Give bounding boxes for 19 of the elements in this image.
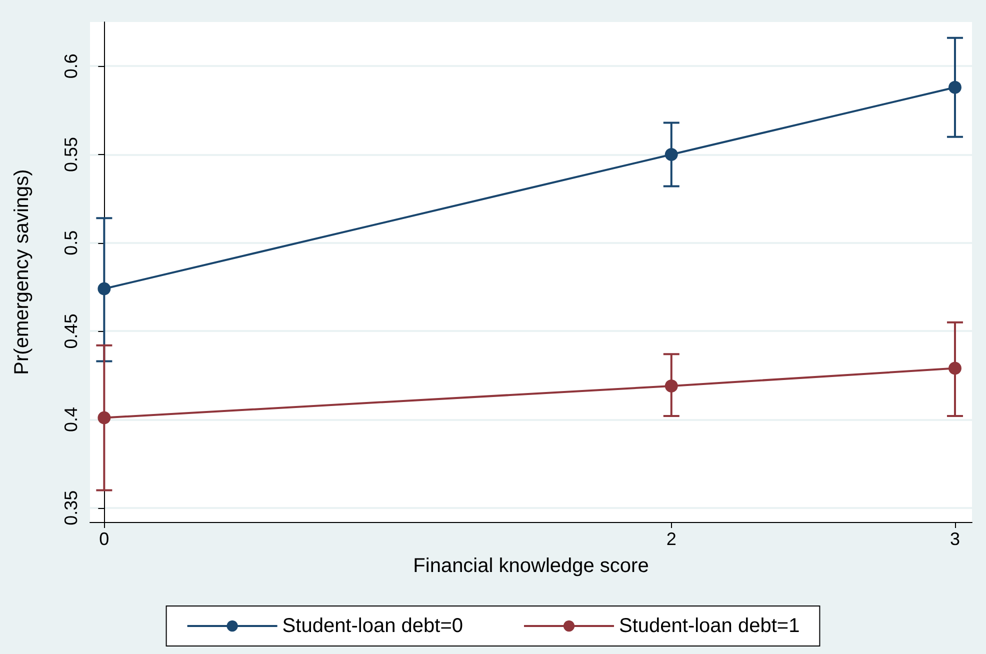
y-tick-label: 0.5 (61, 230, 81, 256)
point (664, 148, 678, 162)
y-tick-label: 0.6 (61, 54, 81, 79)
y-tick-label: 0.4 (61, 407, 81, 432)
y-tick-label: 0.45 (61, 314, 81, 349)
x-axis-title: Financial knowledge score (413, 555, 649, 577)
x-tick-label: 2 (666, 529, 676, 549)
x-tick-label: 0 (99, 529, 110, 549)
legend-label: Student-loan debt=0 (282, 615, 463, 637)
point (948, 80, 962, 94)
y-tick-label: 0.35 (61, 490, 81, 526)
point (98, 411, 111, 424)
point (664, 379, 678, 392)
point (948, 362, 962, 375)
x-tick-label: 3 (950, 529, 960, 549)
y-axis-title: Pr(emergency savings) (11, 169, 33, 375)
legend-label: Student-loan debt=1 (619, 615, 800, 637)
point (98, 282, 111, 296)
y-tick-label: 0.55 (61, 136, 81, 172)
